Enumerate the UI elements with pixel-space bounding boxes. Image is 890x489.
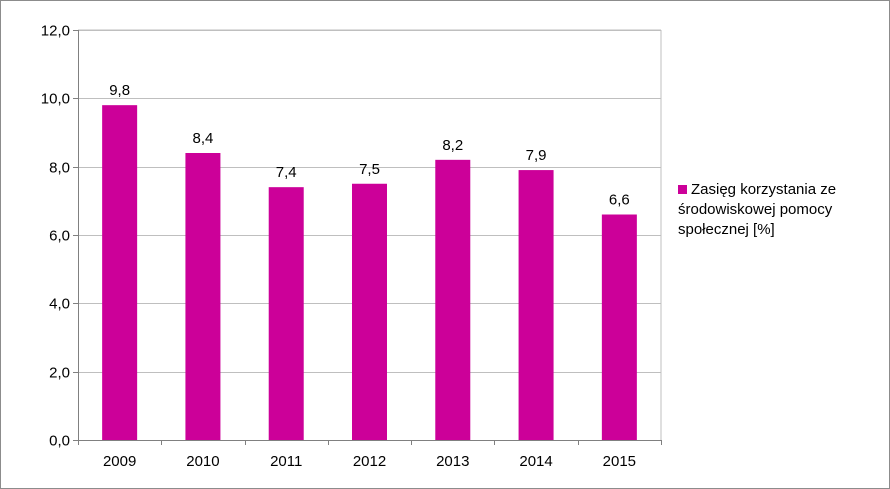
bar	[352, 183, 387, 440]
x-tick-label: 2013	[436, 453, 469, 470]
legend-label: Zasięg korzystania ze środowiskowej pomo…	[678, 181, 837, 238]
y-tick-label: 6,0	[49, 228, 70, 245]
y-tick-label: 2,0	[49, 365, 70, 382]
x-tick-label: 2012	[353, 453, 386, 470]
x-tick-label: 2010	[186, 453, 219, 470]
bar	[185, 153, 221, 440]
data-label: 7,9	[526, 147, 547, 164]
y-tick-label: 8,0	[49, 160, 70, 177]
bar	[268, 187, 304, 440]
x-tick-label: 2015	[603, 453, 636, 470]
legend-swatch	[678, 185, 687, 194]
data-label: 8,2	[442, 137, 463, 154]
data-label: 7,4	[276, 164, 297, 181]
data-label: 9,8	[109, 82, 130, 99]
data-label: 8,4	[192, 130, 213, 147]
data-label: 7,5	[359, 161, 380, 178]
y-tick-label: 12,0	[41, 23, 70, 40]
x-tick-label: 2014	[519, 453, 552, 470]
bar	[102, 105, 138, 441]
legend: Zasięg korzystania ze środowiskowej pomo…	[678, 180, 878, 240]
bar	[435, 159, 471, 441]
y-tick-label: 10,0	[41, 91, 70, 108]
x-tick-label: 2009	[103, 453, 136, 470]
data-label: 6,6	[609, 192, 630, 209]
x-tick-label: 2011	[270, 453, 302, 470]
y-tick-label: 0,0	[49, 433, 70, 450]
y-tick-label: 4,0	[49, 296, 70, 313]
bar	[518, 170, 554, 441]
bar	[601, 214, 637, 440]
